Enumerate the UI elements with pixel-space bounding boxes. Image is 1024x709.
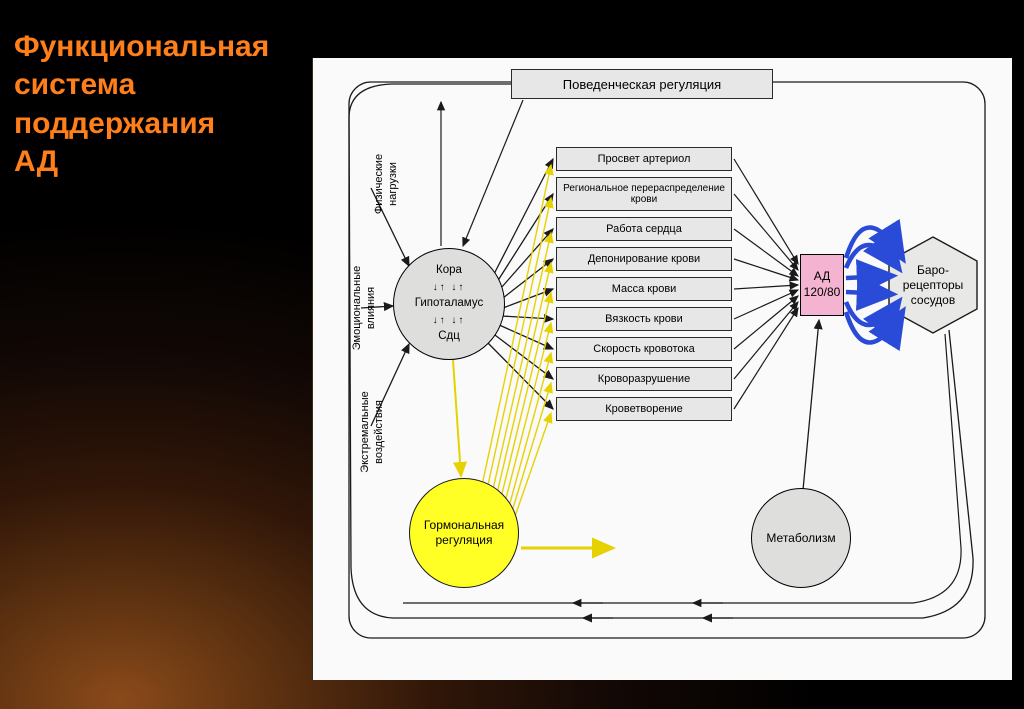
factor-label-f9: Кроветворение [605,403,683,415]
node-bp: АД 120/80 [800,254,844,316]
factor-f2: Региональное перераспределение крови [556,177,732,211]
diagram-canvas: Поведенческая регуляция Кора ↓↑ ↓↑ Гипот… [312,58,1012,680]
factor-label-f8: Кроворазрушение [598,373,690,385]
label-physical-2: нагрузки [387,136,399,232]
bp-l2: 120/80 [804,285,841,301]
baro-label: Баро-рецепторысосудов [897,263,969,308]
node-hormone: Гормональная регуляция [409,478,519,588]
node-behavior: Поведенческая регуляция [511,69,773,99]
brain-l2: Гипоталамус [415,295,483,313]
phys1: Физические [373,154,385,214]
behavior-label: Поведенческая регуляция [563,77,721,92]
label-emotional-2: влияния [365,248,377,368]
factor-label-f6: Вязкость крови [605,313,683,325]
label-emotional-1: Эмоциональные [351,248,363,368]
factor-f5: Масса крови [556,277,732,301]
title-line-2: система [14,66,314,104]
factor-f3: Работа сердца [556,217,732,241]
factor-f1: Просвет артериол [556,147,732,171]
factor-f7: Скорость кровотока [556,337,732,361]
title-line-4: АД [14,143,314,181]
factor-label-f5: Масса крови [612,283,677,295]
factor-f8: Кроворазрушение [556,367,732,391]
brain-arr1: ↓↑ ↓↑ [433,280,466,296]
factor-label-f2: Региональное перераспределение крови [561,183,727,205]
factor-label-f3: Работа сердца [606,223,682,235]
factor-label-f7: Скорость кровотока [593,343,694,355]
metab-label: Метаболизм [766,531,835,545]
phys2: нагрузки [387,162,399,206]
label-extreme-2: воздействия [373,372,385,492]
node-metabolism: Метаболизм [751,488,851,588]
hormone-label: Гормональная регуляция [410,518,518,548]
label-extreme-1: Экстремальные [359,372,371,492]
factor-label-f1: Просвет артериол [598,153,691,165]
baro-text: Баро-рецепторысосудов [903,263,964,307]
bp-l1: АД [814,269,831,285]
factor-label-f4: Депонирование крови [588,253,700,265]
title-line-1: Функциональная [14,28,314,66]
brain-l1: Кора [436,262,462,280]
brain-arr2: ↓↑ ↓↑ [433,313,466,329]
node-brain: Кора ↓↑ ↓↑ Гипоталамус ↓↑ ↓↑ Сдц [393,248,505,360]
brain-l3: Сдц [438,328,460,346]
factor-f4: Депонирование крови [556,247,732,271]
title-line-3: поддержания [14,105,314,143]
emo2: влияния [365,287,377,329]
label-physical-1: Физические [373,136,385,232]
ext1: Экстремальные [359,391,371,473]
ext2: воздействия [373,400,385,464]
slide-title: Функциональная система поддержания АД [14,28,314,182]
factor-f6: Вязкость крови [556,307,732,331]
emo1: Эмоциональные [351,266,363,350]
factor-f9: Кроветворение [556,397,732,421]
